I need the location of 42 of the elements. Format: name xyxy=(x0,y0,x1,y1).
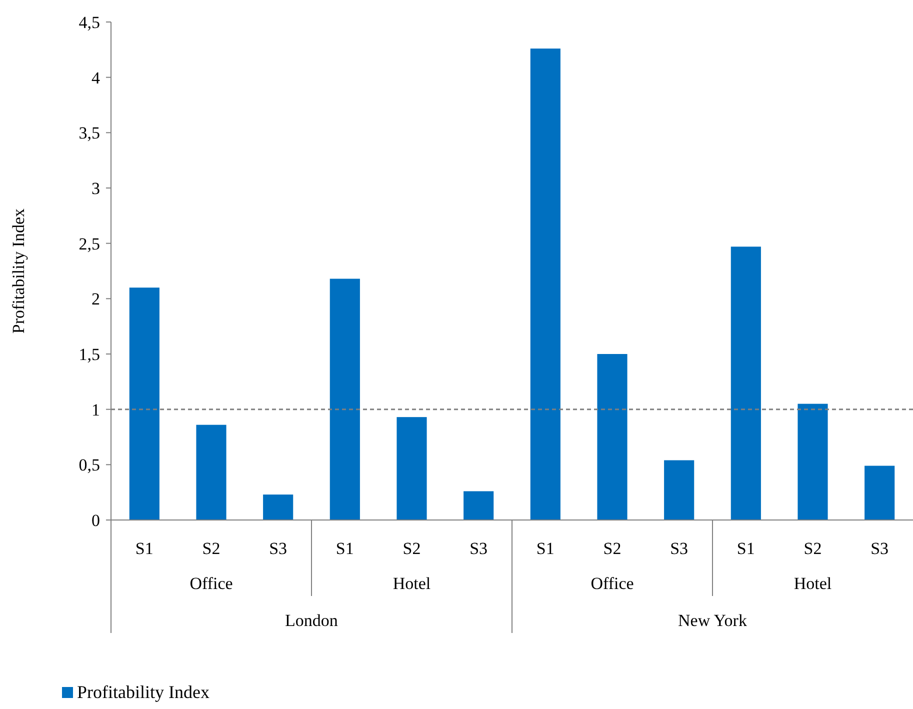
y-axis-title: Profitability Index xyxy=(9,208,28,334)
bar xyxy=(530,48,560,520)
text: London xyxy=(285,611,338,630)
y-tick-label: 3,5 xyxy=(78,124,100,143)
x-tick-label: S3 xyxy=(870,539,889,558)
x-tick-label: S1 xyxy=(336,539,354,558)
text: New York xyxy=(678,611,748,630)
x-tick-label: S1 xyxy=(135,539,154,558)
x-tick-label: S2 xyxy=(202,539,220,558)
y-tick-label: 2,5 xyxy=(78,234,100,254)
x-tick-label: S3 xyxy=(269,539,288,558)
y-tick-label: 3 xyxy=(92,178,100,198)
bar xyxy=(464,491,494,520)
x-tick-label: S2 xyxy=(402,539,421,558)
y-tick-label: 1 xyxy=(92,400,100,420)
text: Hotel xyxy=(794,574,832,593)
text: Office xyxy=(190,574,233,593)
y-tick-label: 0,5 xyxy=(78,456,100,475)
x-tick-label: S1 xyxy=(536,539,554,558)
x-tick-label: S1 xyxy=(736,539,755,558)
bar xyxy=(330,278,360,520)
bar xyxy=(129,288,160,520)
y-tick-label: 4 xyxy=(92,68,100,88)
y-tick-label: 1,5 xyxy=(78,344,100,364)
bar xyxy=(798,404,828,520)
bar xyxy=(396,417,427,520)
y-tick-label: 0 xyxy=(92,510,100,530)
text: Hotel xyxy=(392,574,431,593)
bar xyxy=(730,246,761,520)
x-tick-label: S2 xyxy=(804,539,822,558)
y-tick-label: 2 xyxy=(92,290,100,309)
legend-label: Profitability Index xyxy=(77,682,210,702)
text: Office xyxy=(590,574,634,593)
x-tick-label: S3 xyxy=(670,539,688,558)
y-tick-label: 4,5 xyxy=(78,12,100,32)
x-tick-label: S2 xyxy=(603,539,622,558)
bar xyxy=(263,494,294,520)
bar xyxy=(864,466,895,520)
bar xyxy=(196,424,226,520)
bar xyxy=(597,354,628,520)
x-tick-label: S3 xyxy=(470,539,488,558)
bar xyxy=(664,460,694,520)
